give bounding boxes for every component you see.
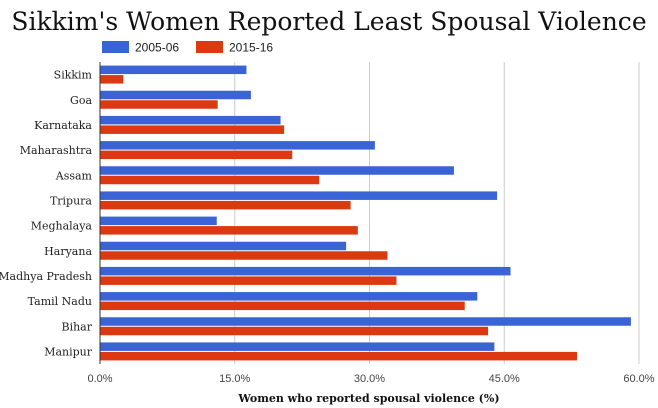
bar-2005-06 (100, 342, 495, 351)
legend-swatch (102, 41, 129, 53)
category-label: Karnataka (34, 119, 92, 132)
bar-2005-06 (100, 115, 281, 125)
bar-2015-16 (100, 200, 351, 210)
bar-2015-16 (100, 276, 397, 285)
bar-2015-16 (100, 226, 358, 235)
category-label: Maharashtra (20, 144, 93, 157)
category-label: Madhya Pradesh (0, 270, 92, 283)
category-label: Assam (55, 169, 93, 182)
bar-2005-06 (100, 216, 217, 226)
x-tick-label: 60.0% (623, 373, 654, 385)
category-label: Tripura (50, 194, 92, 207)
bar-2005-06 (100, 141, 375, 150)
category-label: Bihar (61, 320, 92, 333)
category-label: Tamil Nadu (28, 295, 92, 308)
bar-2005-06 (100, 241, 347, 251)
bar-2005-06 (100, 65, 247, 75)
category-label: Manipur (44, 345, 93, 358)
x-tick-label: 15.0% (219, 373, 250, 385)
bar-2015-16 (100, 251, 388, 260)
bar-2005-06 (100, 191, 498, 200)
category-label: Sikkim (54, 69, 93, 82)
x-tick-label: 0.0% (87, 373, 112, 385)
bar-2005-06 (100, 266, 511, 276)
bars (100, 65, 631, 361)
bar-2005-06 (100, 90, 251, 100)
bar-2015-16 (100, 326, 489, 336)
x-tick-label: 30.0% (354, 373, 385, 385)
bar-2015-16 (100, 100, 218, 109)
category-label: Meghalaya (31, 220, 93, 233)
bar-2015-16 (100, 75, 124, 84)
legend-label: 2005-06 (135, 41, 179, 55)
gridlines (234, 62, 640, 364)
category-labels: Sikkim Goa Karnataka Maharashtra Assam Tripur… (0, 69, 93, 359)
category-label: Goa (70, 94, 92, 107)
tick-labels: 0.0% 15.0% 30.0% 45.0% 60.0% (87, 373, 654, 385)
legend: 2005-06 2015-16 (102, 41, 273, 55)
legend-label: 2015-16 (229, 41, 273, 55)
x-axis-title: Women who reported spousal violence (%) (237, 392, 499, 405)
bar-2005-06 (100, 292, 478, 301)
bar-2015-16 (100, 301, 465, 311)
bar-2015-16 (100, 351, 578, 361)
x-tick-label: 45.0% (489, 373, 520, 385)
bar-2015-16 (100, 125, 285, 134)
legend-swatch (196, 41, 223, 53)
bar-2005-06 (100, 166, 454, 175)
bar-2015-16 (100, 150, 293, 160)
chart-title: Sikkim's Women Reported Least Spousal Vi… (11, 7, 646, 36)
bar-2005-06 (100, 317, 631, 326)
bar-2015-16 (100, 175, 320, 185)
category-label: Haryana (44, 245, 92, 258)
